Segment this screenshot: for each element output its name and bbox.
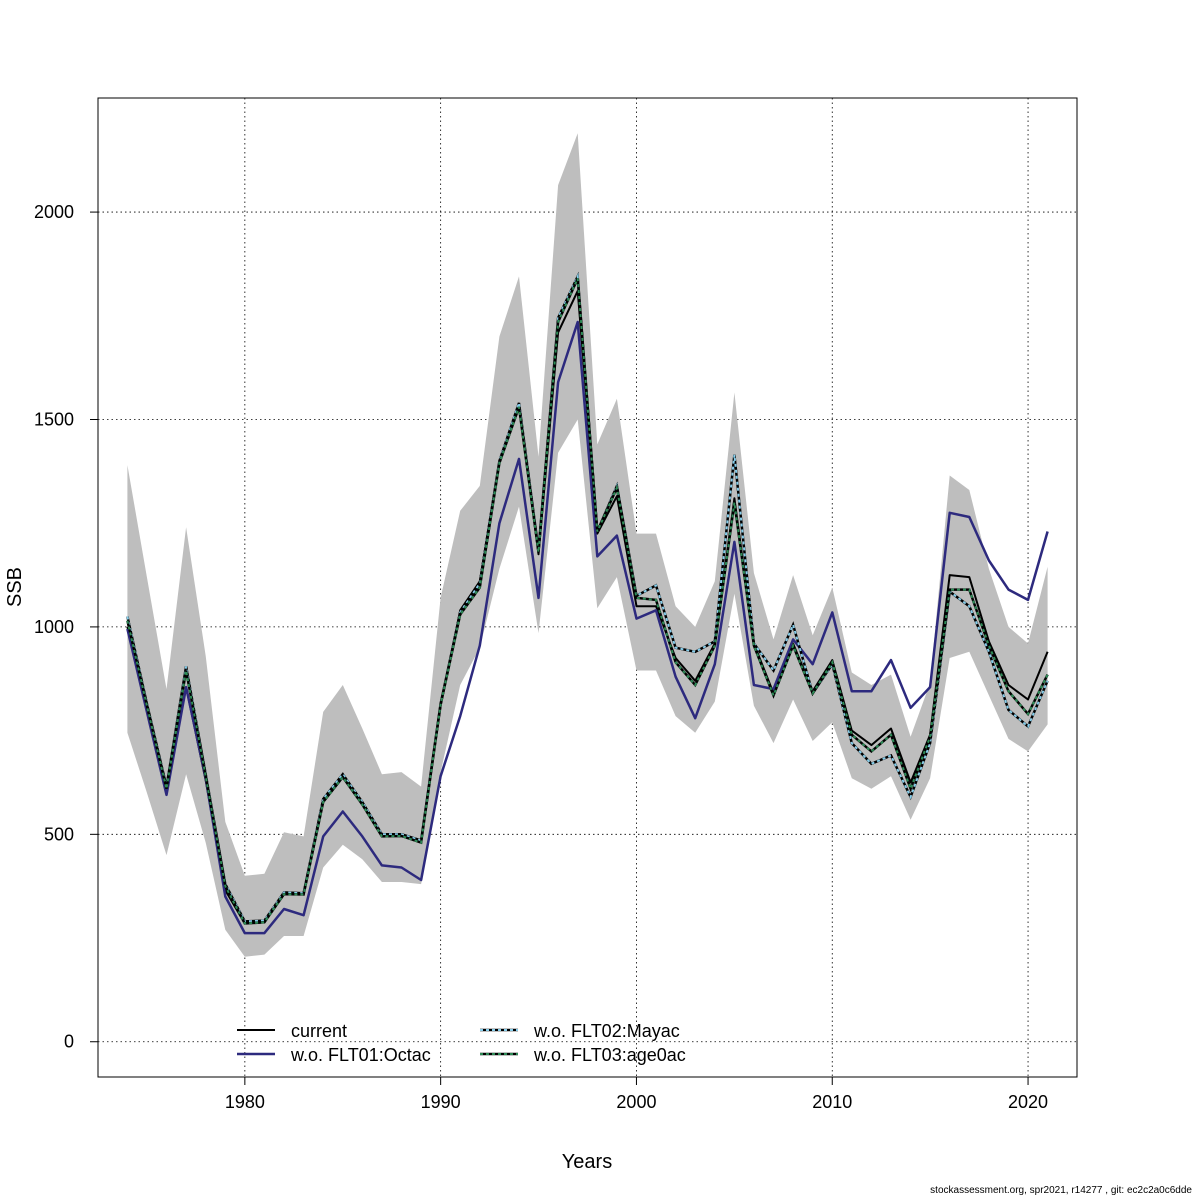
axes: 1980 1990 2000 2010 2020 0 500 1000 1500 2000 xyxy=(34,202,1048,1112)
x-axis-label: Years xyxy=(562,1151,612,1173)
x-tick-label: 2000 xyxy=(616,1092,656,1112)
y-tick-label: 500 xyxy=(44,824,74,844)
footer-credit: stockassessment.org, spr2021, r14277 , g… xyxy=(930,1185,1192,1196)
y-tick-label: 1500 xyxy=(34,409,74,429)
legend-label: w.o. FLT03:age0ac xyxy=(533,1045,686,1065)
series-line-3 xyxy=(126,278,1049,925)
grid-lines xyxy=(98,98,1077,1077)
x-tick-label: 2020 xyxy=(1008,1092,1048,1112)
series-lines xyxy=(126,271,1049,935)
x-tick-label: 2010 xyxy=(812,1092,852,1112)
legend-label: w.o. FLT02:Mayac xyxy=(533,1021,680,1041)
series-line-1 xyxy=(126,320,1049,935)
legend-label: w.o. FLT01:Octac xyxy=(290,1045,431,1065)
confidence-band xyxy=(127,133,1048,957)
x-tick-label: 1990 xyxy=(421,1092,461,1112)
x-tick-label: 1980 xyxy=(225,1092,265,1112)
legend: current w.o. FLT01:Octac w.o. FLT02:Mayac w… xyxy=(237,1021,686,1065)
legend-label: current xyxy=(291,1021,347,1041)
y-axis-label: SSB xyxy=(4,567,26,607)
y-tick-label: 2000 xyxy=(34,202,74,222)
y-tick-label: 1000 xyxy=(34,617,74,637)
y-tick-label: 0 xyxy=(64,1032,74,1052)
plot-frame xyxy=(97,97,1078,1078)
